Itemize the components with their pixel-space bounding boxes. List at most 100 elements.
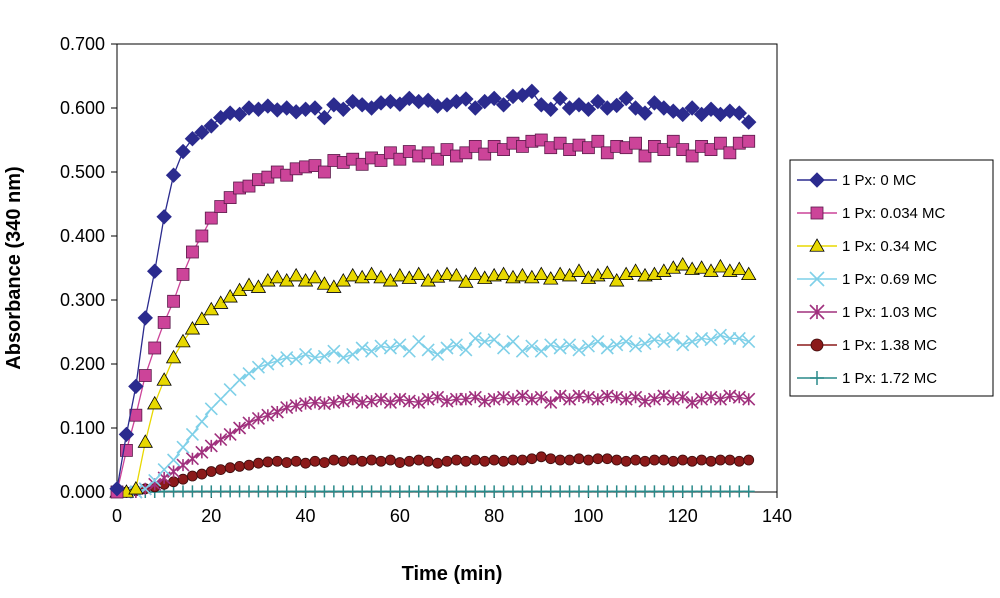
data-point: [441, 455, 453, 467]
data-point: [515, 389, 529, 403]
data-point: [281, 457, 293, 468]
data-point: [468, 390, 482, 404]
y-tick-label: 0.700: [60, 34, 105, 54]
data-point: [336, 351, 350, 365]
data-point: [544, 395, 558, 409]
series-3: [110, 328, 756, 499]
data-point: [224, 462, 236, 474]
data-point: [704, 143, 718, 157]
data-point: [412, 395, 426, 409]
legend-label: 1 Px: 0 MC: [842, 172, 916, 189]
data-point: [411, 266, 427, 281]
data-point: [177, 473, 189, 485]
data-point: [120, 443, 133, 457]
legend-item: 1 Px: 0.034 MC: [797, 205, 946, 222]
y-tick-label: 0.600: [60, 98, 105, 118]
data-point: [148, 341, 162, 355]
data-point: [638, 149, 652, 163]
data-point: [118, 426, 135, 443]
data-point: [713, 328, 727, 342]
data-point: [204, 211, 218, 225]
data-point: [563, 338, 577, 352]
data-point: [544, 338, 558, 352]
data-point: [261, 357, 275, 371]
data-point: [684, 100, 700, 116]
data-point: [233, 421, 247, 435]
data-point: [392, 96, 408, 112]
data-point: [270, 405, 284, 419]
data-point: [383, 395, 397, 409]
data-point: [195, 415, 209, 429]
series-layer: [109, 83, 757, 499]
data-point: [637, 105, 653, 121]
series-0: [109, 83, 757, 497]
data-point: [137, 434, 153, 448]
data-point: [185, 452, 199, 466]
data-point: [533, 266, 549, 281]
data-point: [705, 455, 717, 467]
legend-item: 1 Px: 1.03 MC: [797, 304, 937, 321]
x-tick-label: 0: [112, 506, 122, 526]
data-point: [203, 118, 219, 134]
data-point: [449, 338, 463, 352]
data-point: [526, 453, 538, 465]
data-point: [271, 455, 283, 467]
data-point: [525, 339, 539, 353]
y-tick-label: 0.200: [60, 354, 105, 374]
legend-label: 1 Px: 1.03 MC: [842, 304, 937, 321]
data-point: [486, 90, 502, 107]
data-point: [468, 139, 482, 153]
data-point: [724, 454, 736, 466]
data-point: [187, 470, 198, 482]
data-point: [591, 134, 605, 148]
data-point: [214, 200, 228, 213]
data-point: [222, 105, 238, 121]
data-point: [205, 466, 217, 477]
data-point: [685, 149, 699, 163]
y-axis: 0.000 0.100 0.200 0.300 0.400 0.500 0.600 0.700: [60, 34, 117, 502]
data-point: [156, 209, 172, 225]
data-point: [553, 136, 567, 150]
data-point: [552, 90, 568, 107]
data-point: [742, 392, 756, 406]
data-point: [168, 476, 179, 488]
data-point: [300, 457, 311, 469]
y-axis-title: Absorbance (340 nm): [3, 166, 25, 369]
data-point: [478, 147, 492, 161]
data-point: [175, 143, 191, 160]
data-point: [733, 455, 745, 467]
data-point: [677, 454, 689, 466]
data-point: [741, 114, 757, 130]
data-point: [431, 347, 445, 361]
data-point: [600, 341, 614, 355]
data-point: [619, 335, 633, 349]
data-point: [731, 261, 747, 275]
data-point: [299, 347, 313, 361]
y-tick-label: 0.300: [60, 290, 105, 310]
data-point: [731, 105, 747, 121]
data-point: [233, 373, 247, 387]
data-point: [269, 269, 285, 284]
data-point: [109, 481, 125, 497]
legend-label: 1 Px: 1.72 MC: [842, 370, 937, 387]
data-point: [403, 455, 415, 467]
data-point: [251, 360, 265, 374]
data-point: [392, 267, 408, 282]
x-axis: 0 20 40 60 80 100 120 140: [112, 492, 792, 526]
legend-item: 1 Px: 1.38 MC: [797, 337, 937, 354]
data-point: [309, 455, 321, 467]
y-tick-label: 0.400: [60, 226, 105, 246]
data-point: [317, 349, 331, 363]
data-point: [346, 392, 360, 406]
data-point: [723, 146, 737, 160]
data-point: [609, 97, 625, 114]
data-point: [176, 267, 190, 281]
data-point: [809, 304, 825, 320]
data-point: [440, 341, 454, 355]
data-point: [253, 457, 264, 469]
data-point: [667, 455, 679, 467]
data-point: [128, 480, 144, 495]
data-point: [742, 335, 756, 349]
data-point: [365, 344, 379, 358]
